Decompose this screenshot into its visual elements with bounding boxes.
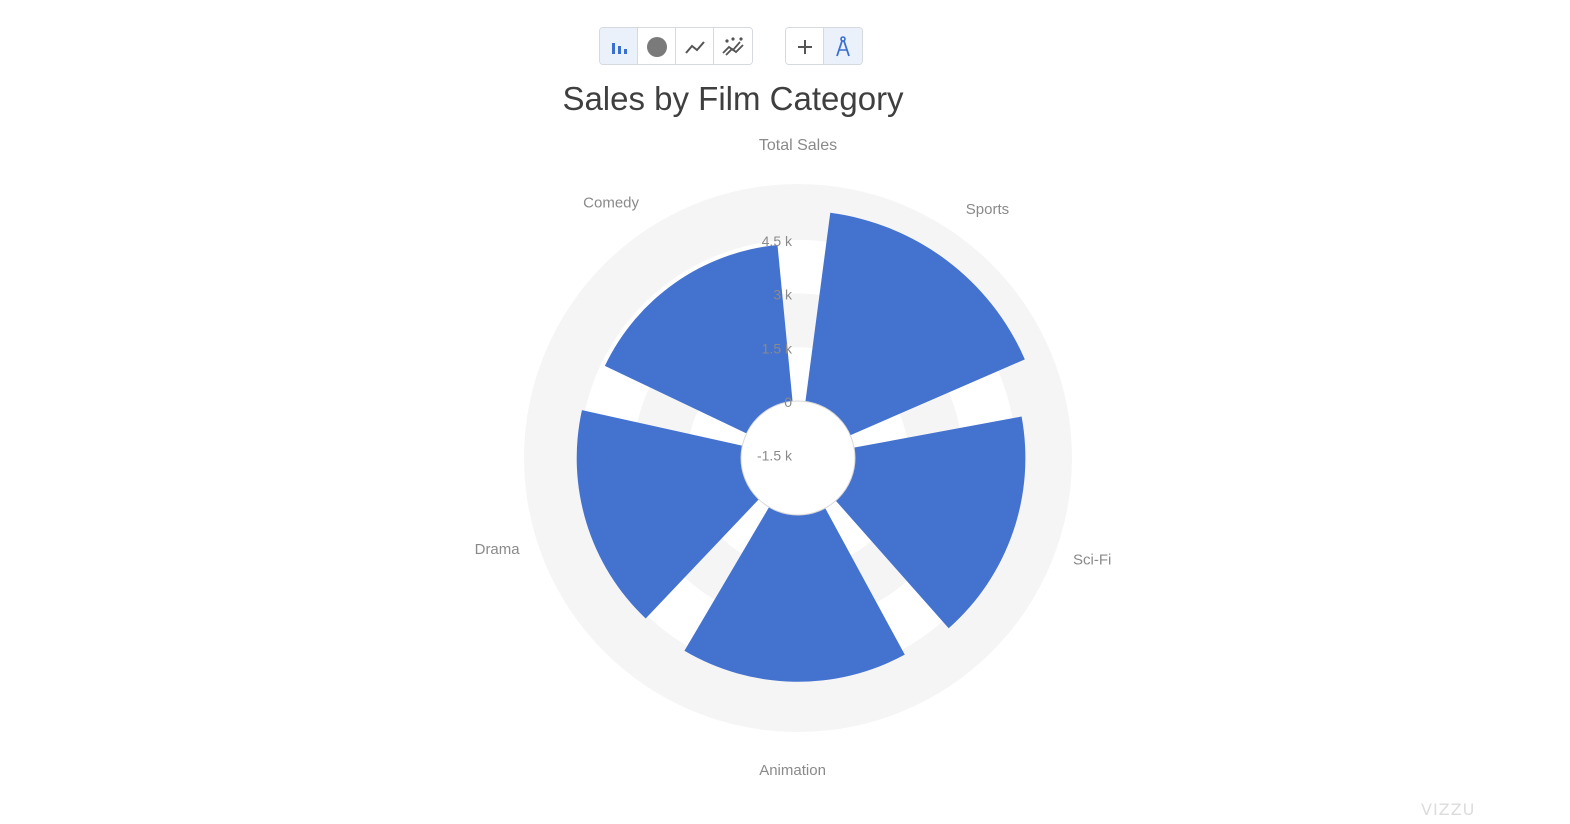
- bar-comedy[interactable]: [604, 244, 794, 438]
- bar-chart-icon: [611, 43, 627, 54]
- category-label: Sci-Fi: [1073, 552, 1111, 569]
- toolbar: [599, 27, 863, 65]
- scatter-chart-icon: [722, 37, 744, 56]
- tick-label: 3 k: [773, 287, 793, 303]
- bar-sci-fi[interactable]: [829, 416, 1026, 629]
- category-label: Animation: [759, 762, 826, 779]
- category-label: Drama: [475, 541, 521, 558]
- axis-title: Total Sales: [759, 137, 837, 154]
- tick-label: 0: [784, 394, 792, 410]
- scatter-chart-button[interactable]: [714, 28, 752, 64]
- vizzu-logo: VIZZU: [1421, 800, 1476, 819]
- tick-label: 4.5 k: [762, 233, 793, 249]
- circle-chart-button[interactable]: [638, 28, 676, 64]
- bar-drama[interactable]: [576, 410, 766, 619]
- plus-icon: [797, 40, 812, 54]
- compass-icon: [836, 36, 850, 57]
- add-button[interactable]: [786, 28, 824, 64]
- line-chart-button[interactable]: [676, 28, 714, 64]
- bar-animation[interactable]: [684, 498, 905, 682]
- line-chart-icon: [684, 41, 705, 54]
- chart-type-group: [599, 27, 753, 65]
- tick-label: 1.5 k: [762, 340, 793, 356]
- polar-coordinate-button[interactable]: [824, 28, 862, 64]
- circle-icon: [646, 37, 667, 57]
- bar-chart-button[interactable]: [600, 28, 638, 64]
- bar-sports[interactable]: [804, 212, 1025, 440]
- inner-circle: [740, 400, 856, 516]
- mode-group: [785, 27, 863, 65]
- chart-title: Sales by Film Category: [562, 80, 904, 117]
- tick-label: -1.5 k: [757, 448, 793, 464]
- category-label: Sports: [966, 201, 1009, 218]
- category-label: Comedy: [583, 194, 639, 211]
